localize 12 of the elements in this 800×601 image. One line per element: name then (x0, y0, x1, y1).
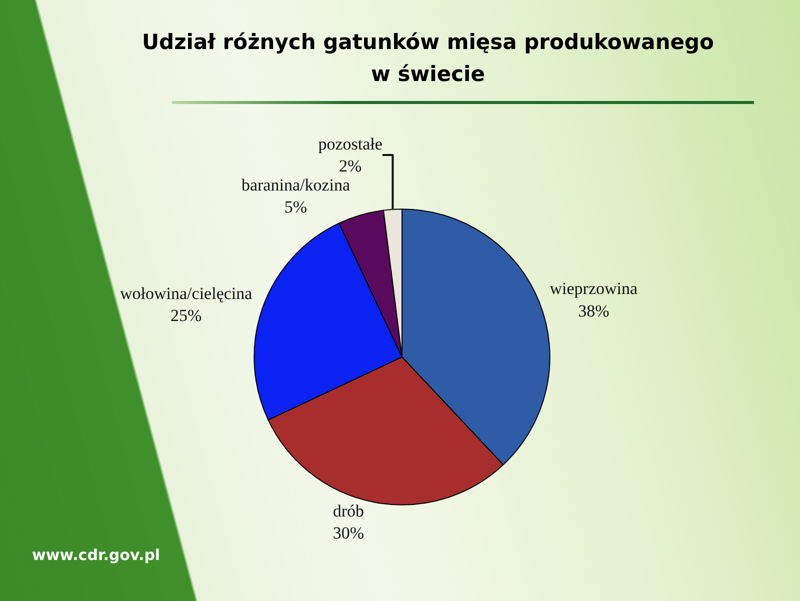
text: www.cdr.gov.pl (32, 546, 160, 564)
slice-label: drób (332, 502, 364, 520)
data-label: 2% (339, 156, 362, 176)
chart-title: Udział różnych gatunków mięsa produkowanego w świecie (141, 29, 715, 88)
slice-label: wieprzowina (550, 279, 638, 298)
slice-label: baranina/kozina (241, 176, 350, 195)
slice-label: wołowina/cielęcina (120, 284, 253, 304)
data-label: 38% (578, 301, 610, 320)
data-label: 25% (170, 306, 202, 326)
slice-label: pozostałe (318, 134, 382, 154)
data-label: 5% (284, 198, 308, 217)
data-label: 30% (332, 524, 364, 543)
